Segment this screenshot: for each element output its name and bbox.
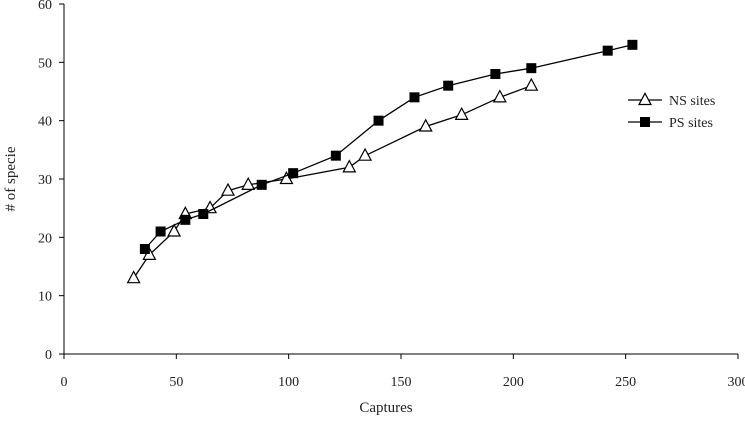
y-tick-label: 60 xyxy=(38,0,52,13)
x-tick-label: 50 xyxy=(169,375,183,390)
data-point-ns-sites xyxy=(342,159,357,173)
legend-marker-ns-sites xyxy=(637,92,653,106)
x-tick-label: 150 xyxy=(391,375,412,390)
data-point-ps-sites xyxy=(256,179,267,190)
legend-marker-ps-sites xyxy=(640,117,650,127)
data-point-ns-sites xyxy=(241,176,256,190)
data-point-ps-sites xyxy=(288,168,299,179)
x-tick-label: 300 xyxy=(728,375,745,390)
y-tick-label: 10 xyxy=(38,290,52,305)
data-point-ps-sites xyxy=(602,45,613,56)
series-layer xyxy=(126,39,638,284)
legend-label-ps-sites: PS sites xyxy=(669,116,713,131)
data-point-ps-sites xyxy=(490,69,501,79)
data-point-ps-sites xyxy=(443,80,454,91)
data-point-ps-sites xyxy=(330,150,341,161)
y-tick-label: 30 xyxy=(38,173,52,188)
axes xyxy=(63,4,738,355)
x-tick-label: 0 xyxy=(61,375,68,390)
data-point-ps-sites xyxy=(373,115,384,126)
data-point-ps-sites xyxy=(180,214,191,225)
data-point-ps-sites xyxy=(526,63,537,74)
legend-label-ns-sites: NS sites xyxy=(669,94,715,109)
series-ns-sites xyxy=(126,77,539,284)
x-tick-label: 200 xyxy=(503,375,524,390)
x-tick-label: 250 xyxy=(615,375,636,390)
data-point-ns-sites xyxy=(126,270,141,284)
data-point-ps-sites xyxy=(627,39,638,50)
data-point-ps-sites xyxy=(139,244,150,254)
data-point-ns-sites xyxy=(167,223,182,237)
x-axis-title: Captures xyxy=(359,400,412,416)
y-axis-title: # of specie xyxy=(3,146,19,211)
y-tick-label: 0 xyxy=(45,348,52,363)
data-point-ns-sites xyxy=(454,106,469,120)
y-tick-label: 20 xyxy=(38,231,52,246)
y-tick-label: 50 xyxy=(38,56,52,71)
data-point-ps-sites xyxy=(409,92,420,103)
x-tick-label: 100 xyxy=(278,375,299,390)
y-tick-label: 40 xyxy=(38,115,52,130)
series-line-ps-sites xyxy=(144,44,633,250)
data-point-ns-sites xyxy=(418,118,433,132)
data-point-ns-sites xyxy=(492,89,507,103)
series-line-ns-sites xyxy=(133,85,532,279)
data-point-ns-sites xyxy=(358,147,373,161)
data-point-ps-sites xyxy=(198,209,209,219)
ticks: 0 10 20 30 40 50 60 0 50 100 150 200 250 300 xyxy=(38,0,745,390)
data-point-ps-sites xyxy=(155,226,166,237)
legend: NS sites PS sites xyxy=(628,92,715,131)
data-point-ns-sites xyxy=(221,182,236,196)
series-ps-sites xyxy=(139,39,638,254)
data-point-ns-sites xyxy=(524,77,539,91)
